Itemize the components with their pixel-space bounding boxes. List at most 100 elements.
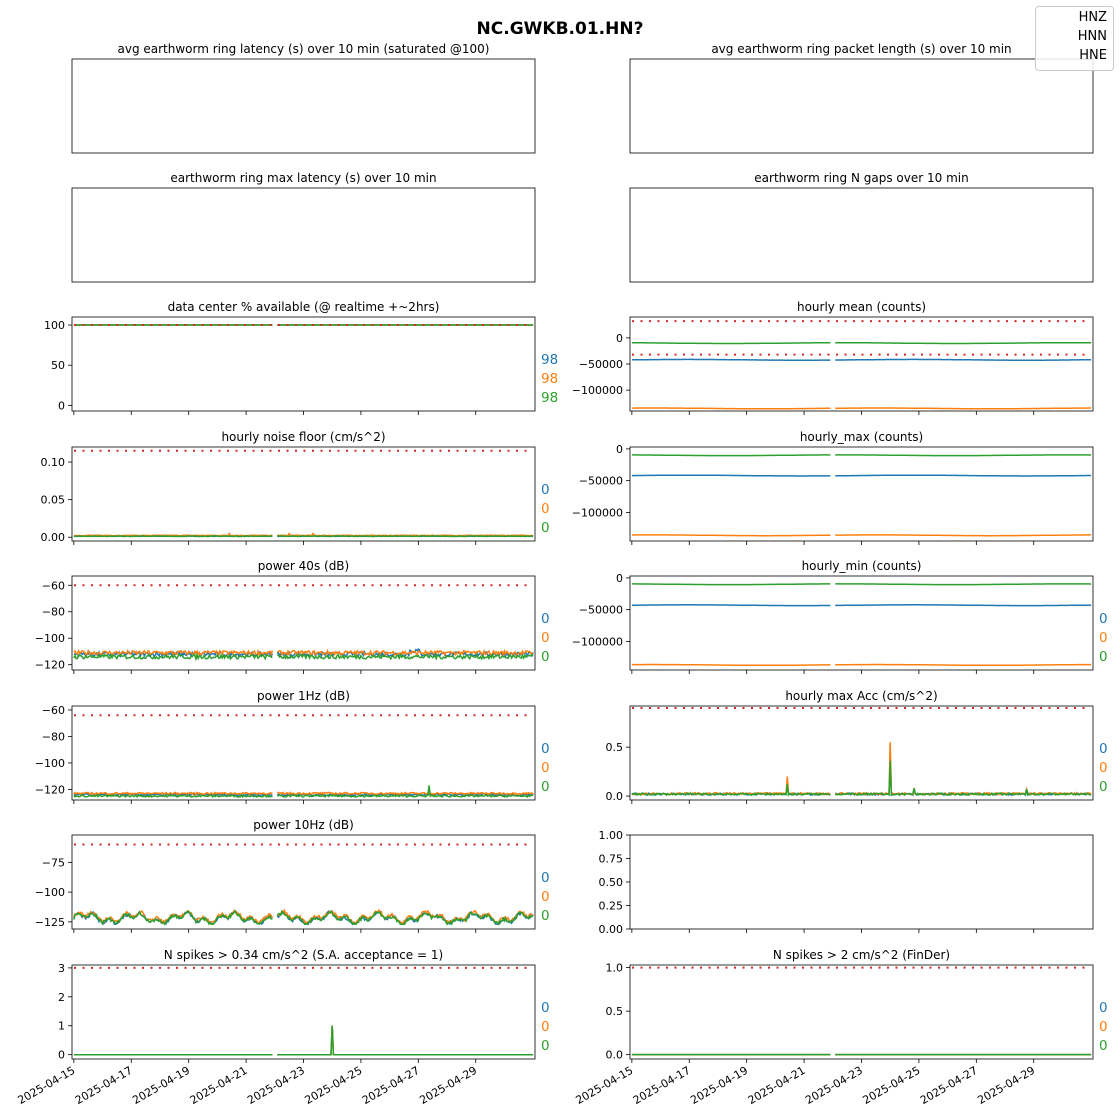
x-tick-label: 2025-04-27 <box>918 1064 980 1107</box>
panel-power_1hz: power 1Hz (dB) −60 −80 −100 −120 0 0 0 <box>35 689 550 804</box>
axes-frame <box>629 964 1094 1060</box>
y-tick-label: 0 <box>616 443 623 456</box>
series-line-hnn <box>73 648 534 658</box>
series-line-hne <box>73 909 534 926</box>
y-tick-label: −50000 <box>579 358 623 371</box>
panel-spikes_034: N spikes > 0.34 cm/s^2 (S.A. acceptance … <box>15 948 549 1107</box>
y-tick-label: 0.00 <box>41 531 66 544</box>
side-value-hnz: 0 <box>1099 741 1108 757</box>
panel-latency_max: earthworm ring max latency (s) over 10 m… <box>71 171 536 283</box>
panel-packet_length: avg earthworm ring packet length (s) ove… <box>629 42 1094 154</box>
series-line-hnz <box>631 358 1092 361</box>
side-value-hnz: 0 <box>541 870 550 886</box>
side-value-hnn: 0 <box>541 1019 550 1035</box>
axes-frame <box>71 964 536 1060</box>
side-value-hnn: 0 <box>541 630 550 646</box>
panel-hourly_min: hourly_min (counts) 0 −50000 −100000 0 0 0 <box>572 559 1108 674</box>
y-tick-label: 0.10 <box>41 456 66 469</box>
axes-frame <box>629 446 1094 542</box>
y-tick-label: 0 <box>616 332 623 345</box>
side-value-hne: 0 <box>1099 779 1108 795</box>
y-tick-label: −50000 <box>579 604 623 617</box>
side-value-hne: 98 <box>541 390 558 406</box>
side-value-hnz: 0 <box>1099 1000 1108 1016</box>
panel-latency_avg: avg earthworm ring latency (s) over 10 m… <box>71 42 536 154</box>
series-line-hne <box>73 535 534 538</box>
y-tick-label: 0 <box>58 399 65 412</box>
side-value-hnn: 0 <box>541 889 550 905</box>
series-line-hnn <box>631 407 1092 410</box>
panel-title: power 10Hz (dB) <box>253 818 354 832</box>
axes-frame <box>71 58 536 154</box>
axes-frame <box>71 446 536 542</box>
y-tick-label: 100 <box>44 319 65 332</box>
series-line-hne <box>631 454 1092 457</box>
panel-title: hourly_min (counts) <box>802 559 922 573</box>
figure-title: NC.GWKB.01.HN? <box>476 19 644 39</box>
x-tick-label: 2025-04-25 <box>303 1064 365 1107</box>
series-line-hnz <box>73 1025 534 1056</box>
panel-power_10hz: power 10Hz (dB) −75 −100 −125 0 0 0 <box>35 818 550 933</box>
y-tick-label: 0.50 <box>599 876 624 889</box>
x-tick-label: 2025-04-19 <box>130 1064 192 1107</box>
panel-hourly_max_acc: hourly max Acc (cm/s^2) 0.0 0.5 0 0 0 <box>606 689 1108 804</box>
side-value-hnn: 0 <box>1099 760 1108 776</box>
series-line-hnn <box>631 663 1092 667</box>
side-value-hne: 0 <box>1099 649 1108 665</box>
panel-title: N spikes > 2 cm/s^2 (FinDer) <box>773 948 950 962</box>
y-tick-label: −80 <box>42 730 65 743</box>
side-value-hne: 0 <box>541 649 550 665</box>
panel-title: hourly_max (counts) <box>800 430 923 444</box>
side-value-hnn: 0 <box>1099 1019 1108 1035</box>
panel-title: avg earthworm ring latency (s) over 10 m… <box>118 42 490 56</box>
side-value-hnn: 98 <box>541 371 558 387</box>
series-line-hne <box>631 760 1092 798</box>
x-tick-label: 2025-04-25 <box>861 1064 923 1107</box>
series-line-hnn <box>631 742 1092 797</box>
x-tick-label: 2025-04-23 <box>245 1064 307 1107</box>
legend: HNZ HNN HNE <box>1035 6 1114 71</box>
series-line-hne <box>73 1025 534 1056</box>
side-value-hnz: 0 <box>1099 611 1108 627</box>
axes-frame <box>71 187 536 283</box>
side-value-hnz: 0 <box>541 611 550 627</box>
side-value-hnz: 98 <box>541 352 558 368</box>
axes-frame <box>629 316 1094 412</box>
y-tick-label: 50 <box>51 359 65 372</box>
axes-frame <box>629 58 1094 154</box>
side-value-hnn: 0 <box>1099 630 1108 646</box>
x-tick-label: 2025-04-29 <box>975 1064 1037 1107</box>
y-tick-label: −100 <box>35 757 65 770</box>
y-tick-label: 1.00 <box>599 829 624 842</box>
side-value-hnz: 0 <box>541 1000 550 1016</box>
y-tick-label: 0 <box>58 1049 65 1062</box>
x-tick-label: 2025-04-27 <box>360 1064 422 1107</box>
y-tick-label: −120 <box>35 659 65 672</box>
y-tick-label: −75 <box>42 856 65 869</box>
side-value-hne: 0 <box>541 908 550 924</box>
panel-title: data center % available (@ realtime +~2h… <box>168 300 440 314</box>
series-line-hnn <box>73 1025 534 1056</box>
series-line-hne <box>631 583 1092 586</box>
y-tick-label: 0.0 <box>606 790 624 803</box>
panel-title: avg earthworm ring packet length (s) ove… <box>711 42 1011 56</box>
panel-n_gaps: earthworm ring N gaps over 10 min <box>629 171 1094 283</box>
side-value-hne: 0 <box>541 779 550 795</box>
side-value-hne: 0 <box>1099 1038 1108 1054</box>
x-tick-label: 2025-04-17 <box>73 1064 135 1107</box>
y-tick-label: −125 <box>35 916 65 929</box>
panel-title: hourly mean (counts) <box>797 300 926 314</box>
y-tick-label: 0.0 <box>606 1049 624 1062</box>
y-tick-label: 0.5 <box>606 741 624 754</box>
y-tick-label: 0.5 <box>606 1005 624 1018</box>
panel-title: power 1Hz (dB) <box>257 689 350 703</box>
x-tick-label: 2025-04-21 <box>188 1064 250 1107</box>
series-line-hne <box>73 652 534 662</box>
y-tick-label: −100000 <box>572 635 623 648</box>
axes-frame <box>629 705 1094 801</box>
y-tick-label: −50000 <box>579 475 623 488</box>
y-tick-label: −60 <box>42 704 65 717</box>
side-value-hnn: 0 <box>541 760 550 776</box>
series-line-hnz <box>631 766 1092 797</box>
